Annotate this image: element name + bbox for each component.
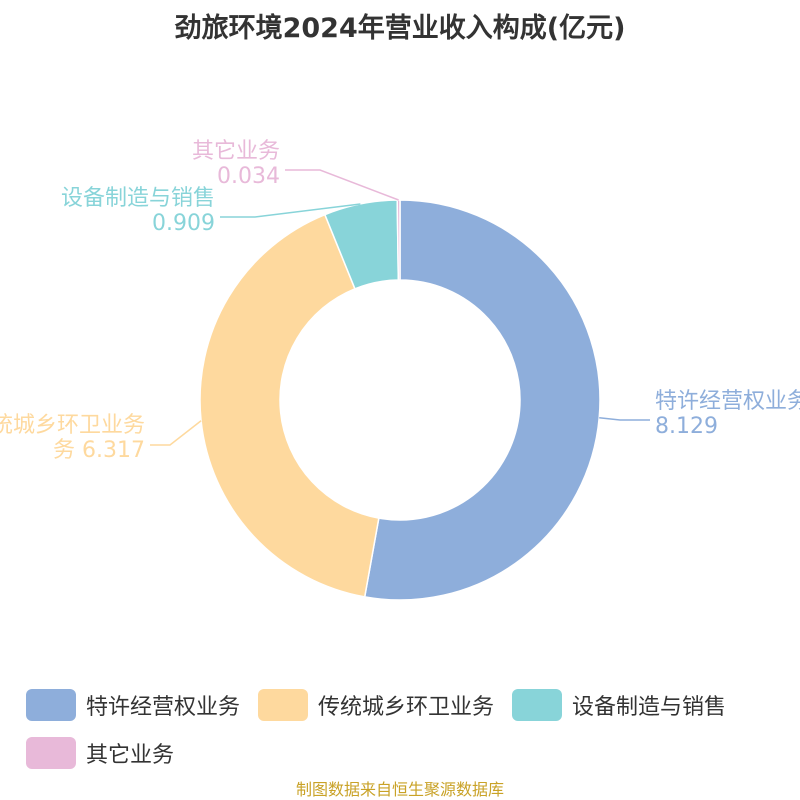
- legend-label: 传统城乡环卫业务: [318, 695, 495, 720]
- leader-line: [150, 420, 202, 446]
- slice-label-name: 特许经营权业务: [655, 389, 800, 414]
- slice-label-value: 务 6.317: [53, 438, 145, 463]
- slice-label-value: 0.034: [217, 164, 280, 189]
- legend-label: 其它业务: [86, 743, 175, 768]
- legend-label: 设备制造与销售: [572, 695, 727, 720]
- source-note: 制图数据来自恒生聚源数据库: [295, 780, 504, 799]
- slice-sanitation[interactable]: [199, 213, 380, 598]
- legend-item-other[interactable]: 其它业务: [26, 736, 174, 770]
- slice-other[interactable]: [396, 199, 401, 281]
- legend-swatch: [512, 689, 563, 721]
- leader-line: [599, 416, 650, 421]
- legend-swatch: [258, 689, 309, 721]
- slice-franchise[interactable]: [363, 199, 601, 601]
- slice-label-value: 8.129: [655, 414, 718, 439]
- legend: 特许经营权业务 传统城乡环卫业务 设备制造与销售 其它业务: [26, 688, 796, 770]
- leader-line: [220, 203, 361, 218]
- legend-item-sanitation[interactable]: 传统城乡环卫业务: [258, 688, 494, 722]
- legend-item-franchise[interactable]: 特许经营权业务: [26, 688, 240, 722]
- leader-line: [285, 169, 399, 201]
- slice-label-name: 传统城乡环卫业务: [0, 413, 145, 438]
- legend-label: 特许经营权业务: [86, 695, 241, 720]
- legend-item-equipment[interactable]: 设备制造与销售: [512, 688, 726, 722]
- slice-label-name: 其它业务: [192, 139, 280, 164]
- legend-swatch: [26, 737, 76, 769]
- slice-label-value: 0.909: [152, 211, 215, 236]
- chart-title: 劲旅环境2024年营业收入构成(亿元): [174, 13, 626, 44]
- slice-label-name: 设备制造与销售: [61, 186, 215, 211]
- legend-swatch: [26, 689, 76, 721]
